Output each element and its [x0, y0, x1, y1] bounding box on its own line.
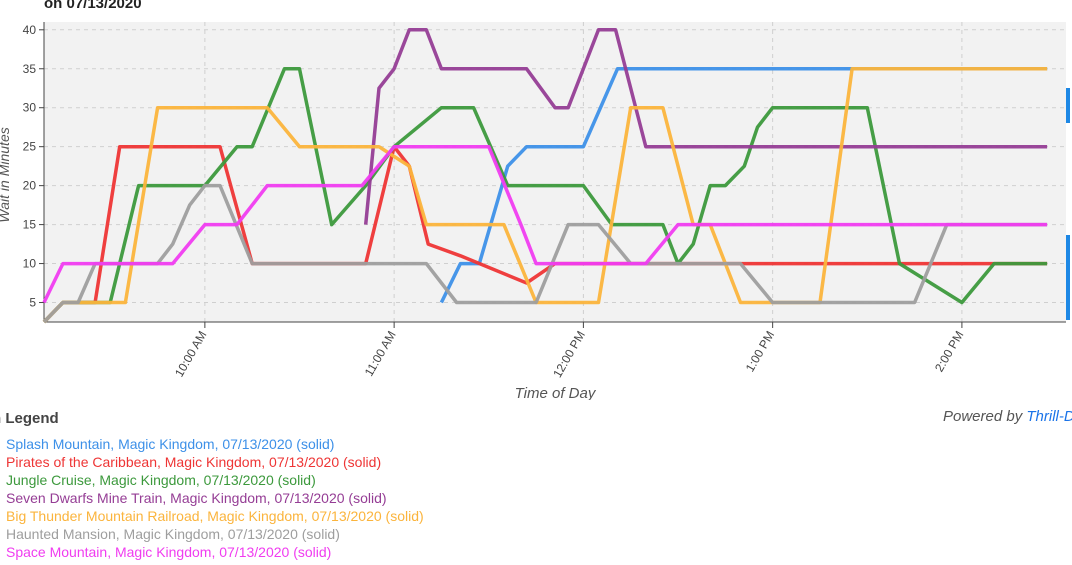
y-tick-label: 25 — [23, 140, 37, 154]
y-tick-label: 20 — [23, 179, 37, 193]
side-scroll-tab-lower[interactable] — [1066, 235, 1070, 320]
x-axis-label: Time of Day — [515, 385, 597, 400]
y-tick-label: 5 — [29, 296, 36, 310]
legend-item-name: Big Thunder Mountain Railroad — [6, 508, 200, 524]
y-tick-label: 35 — [23, 62, 37, 76]
legend: Splash Mountain, Magic Kingdom, 07/13/20… — [6, 435, 424, 561]
plot-background — [44, 22, 1066, 322]
legend-item-details: , Magic Kingdom, 07/13/2020 (solid) — [115, 526, 340, 542]
y-tick-label: 30 — [23, 101, 37, 115]
legend-item-details: , Magic Kingdom, 07/13/2020 (solid) — [107, 544, 332, 560]
series-lines — [42, 28, 1048, 324]
legend-item-name: Haunted Mansion — [6, 526, 116, 542]
y-tick-label: 10 — [23, 257, 37, 271]
legend-item-name: Pirates of the Caribbean — [6, 454, 157, 470]
legend-item[interactable]: Splash Mountain, Magic Kingdom, 07/13/20… — [6, 435, 424, 453]
legend-item-details: , Magic Kingdom, 07/13/2020 (solid) — [91, 472, 316, 488]
legend-item[interactable]: Big Thunder Mountain Railroad, Magic Kin… — [6, 507, 424, 525]
legend-item[interactable]: Pirates of the Caribbean, Magic Kingdom,… — [6, 453, 424, 471]
legend-item[interactable]: Jungle Cruise, Magic Kingdom, 07/13/2020… — [6, 471, 424, 489]
x-tick-label: 10:00 AM — [172, 328, 209, 379]
series-line-big-thunder-mountain-railroad — [42, 67, 1048, 324]
series-line-seven-dwarfs-mine-train — [363, 28, 1048, 225]
series-line-jungle-cruise — [42, 67, 1048, 324]
legend-item-details: , Magic Kingdom, 07/13/2020 (solid) — [162, 490, 387, 506]
legend-item-details: , Magic Kingdom, 07/13/2020 (solid) — [199, 508, 424, 524]
legend-item[interactable]: Space Mountain, Magic Kingdom, 07/13/202… — [6, 543, 424, 561]
x-tick-label: 2:00 PM — [932, 329, 966, 375]
x-tick-label: 12:00 PM — [550, 329, 588, 380]
y-tick-label: 15 — [23, 218, 37, 232]
powered-by-link[interactable]: Thrill-D — [1026, 408, 1072, 425]
series-line-pirates-of-the-caribbean — [42, 144, 1048, 324]
y-axis-label: Wait in Minutes — [0, 127, 12, 222]
legend-item[interactable]: Haunted Mansion, Magic Kingdom, 07/13/20… — [6, 525, 424, 543]
powered-by: Powered by Thrill-D — [943, 408, 1072, 425]
legend-item-name: Splash Mountain — [6, 436, 111, 452]
series-line-space-mountain — [42, 144, 1048, 304]
chart-title: on 07/13/2020 — [44, 0, 142, 12]
line-chart: 5 10 15 20 25 30 35 40 10:00 AM 11:00 AM 12:00 PM 1… — [0, 22, 1066, 400]
legend-item-details: , Magic Kingdom, 07/13/2020 (solid) — [110, 436, 335, 452]
legend-item[interactable]: Seven Dwarfs Mine Train, Magic Kingdom, … — [6, 489, 424, 507]
legend-title: n Legend — [0, 410, 59, 427]
y-tick-label: 40 — [23, 23, 37, 37]
legend-item-name: Space Mountain — [6, 544, 108, 560]
series-line-splash-mountain — [439, 67, 1048, 304]
legend-item-name: Jungle Cruise — [6, 472, 92, 488]
x-tick-label: 11:00 AM — [362, 328, 399, 378]
legend-item-name: Seven Dwarfs Mine Train — [6, 490, 163, 506]
x-tick-label: 1:00 PM — [743, 329, 777, 375]
side-scroll-tab[interactable] — [1066, 88, 1070, 123]
powered-by-prefix: Powered by — [943, 408, 1027, 425]
legend-item-details: , Magic Kingdom, 07/13/2020 (solid) — [156, 454, 382, 470]
